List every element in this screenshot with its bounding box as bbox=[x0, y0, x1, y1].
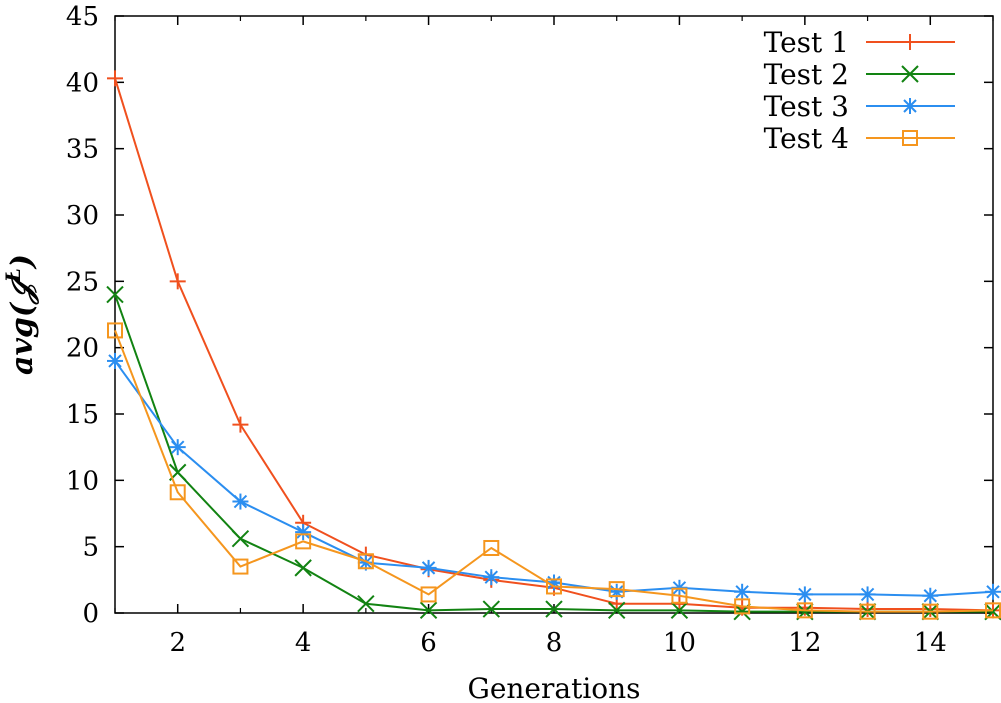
x-tick-label: 2 bbox=[169, 628, 186, 658]
series-line bbox=[114, 330, 994, 613]
data-point-star bbox=[985, 583, 1001, 600]
series-4 bbox=[107, 322, 1001, 620]
data-point-star bbox=[608, 583, 625, 600]
data-point-star bbox=[107, 352, 123, 369]
data-point-star bbox=[232, 493, 249, 510]
data-point-star bbox=[169, 439, 186, 456]
data-point-cross bbox=[294, 559, 312, 577]
data-point-star bbox=[902, 98, 918, 114]
data-point-star bbox=[734, 583, 751, 600]
plot-frame bbox=[114, 15, 994, 614]
legend-item: Test 2 bbox=[764, 58, 955, 91]
legend-label: Test 1 bbox=[764, 26, 849, 59]
data-point-square bbox=[859, 603, 876, 620]
x-tick-label: 14 bbox=[914, 628, 947, 658]
series-1 bbox=[107, 70, 1001, 619]
data-point-star bbox=[483, 569, 500, 586]
y-tick-label: 20 bbox=[66, 334, 99, 364]
x-tick-label: 6 bbox=[420, 628, 437, 658]
y-tick-label: 0 bbox=[82, 599, 99, 629]
data-point-cross bbox=[545, 600, 563, 618]
data-point-square bbox=[232, 558, 249, 575]
data-point-square bbox=[902, 130, 918, 146]
y-axis-title-close: ) bbox=[5, 254, 40, 270]
data-point-cross bbox=[231, 529, 250, 548]
y-tick-label: 5 bbox=[82, 533, 99, 563]
data-point-square bbox=[295, 533, 312, 550]
data-point-plus bbox=[169, 273, 186, 290]
data-point-star bbox=[796, 586, 813, 603]
x-tick-label: 12 bbox=[788, 628, 821, 658]
data-point-star bbox=[420, 559, 437, 576]
data-point-square bbox=[985, 602, 1001, 619]
data-point-square bbox=[169, 484, 186, 501]
y-tick-label: 15 bbox=[66, 400, 99, 430]
data-point-square bbox=[671, 587, 688, 604]
x-tick-label: 10 bbox=[663, 628, 696, 658]
y-axis-title-sup: L bbox=[1, 268, 25, 283]
data-point-cross bbox=[357, 595, 375, 613]
data-point-plus bbox=[107, 70, 123, 87]
data-point-star bbox=[922, 587, 939, 604]
data-point-cross bbox=[419, 601, 438, 620]
data-point-square bbox=[107, 322, 123, 339]
data-point-cross bbox=[106, 285, 124, 304]
y-tick-label: 30 bbox=[66, 201, 99, 231]
legend-label: Test 2 bbox=[764, 58, 849, 91]
x-tick-label: 8 bbox=[546, 628, 563, 658]
y-tick-label: 10 bbox=[66, 466, 99, 496]
data-point-square bbox=[922, 603, 939, 620]
data-point-square bbox=[734, 598, 751, 615]
y-axis-title: avg(𝒥L) bbox=[1, 254, 40, 375]
y-axis-title-main: avg(𝒥 bbox=[5, 272, 40, 375]
legend-label: Test 4 bbox=[764, 122, 849, 155]
series-2 bbox=[106, 285, 1001, 621]
y-tick-label: 35 bbox=[66, 135, 99, 165]
y-tick-label: 25 bbox=[66, 267, 99, 297]
data-point-square bbox=[608, 581, 625, 598]
y-tick-label: 40 bbox=[66, 68, 99, 98]
legend-item: Test 3 bbox=[764, 90, 955, 123]
legend-item: Test 1 bbox=[764, 26, 955, 59]
data-point-plus bbox=[232, 416, 249, 433]
data-point-plus bbox=[859, 601, 876, 618]
legend-item: Test 4 bbox=[764, 122, 955, 155]
data-point-cross bbox=[482, 600, 500, 618]
data-point-star bbox=[859, 586, 876, 603]
data-point-plus bbox=[902, 34, 918, 50]
data-point-cross bbox=[670, 601, 689, 620]
data-point-square bbox=[483, 539, 500, 556]
data-point-square bbox=[357, 553, 374, 570]
x-axis-title: Generations bbox=[467, 672, 640, 703]
data-point-square bbox=[420, 586, 437, 603]
data-point-star bbox=[295, 524, 312, 541]
series-line bbox=[114, 78, 994, 612]
legend-label: Test 3 bbox=[764, 90, 849, 123]
data-point-cross bbox=[901, 65, 919, 83]
data-point-cross bbox=[608, 601, 626, 620]
x-tick-label: 4 bbox=[295, 628, 312, 658]
y-tick-label: 45 bbox=[66, 2, 99, 32]
data-point-square bbox=[796, 602, 813, 619]
data-point-square bbox=[546, 578, 562, 595]
